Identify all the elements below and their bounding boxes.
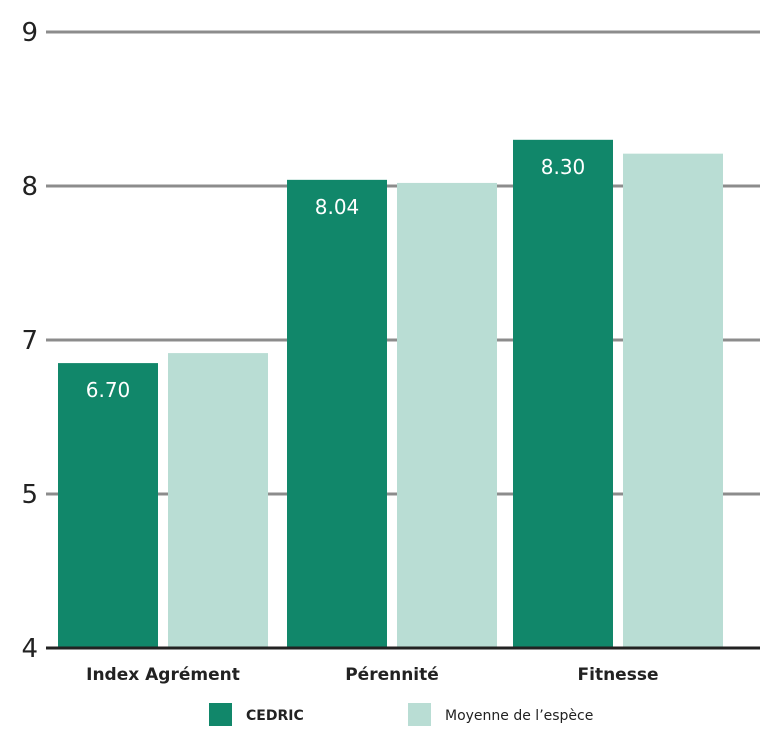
legend-label: Moyenne de l’espèce <box>445 708 593 724</box>
bar <box>287 179 387 648</box>
labels: 6.70 Index Agrément 8.04 Pérennité 8.30 Fitne… <box>86 155 659 685</box>
bar <box>58 363 158 648</box>
y-tick-label: 4 <box>21 634 38 664</box>
legend-swatch <box>209 703 232 726</box>
bars <box>58 139 723 649</box>
y-tick-label: 7 <box>21 326 38 356</box>
bar <box>623 153 723 648</box>
legend-label: CEDRIC <box>246 708 304 724</box>
bar <box>397 182 497 649</box>
x-tick-label: Fitnesse <box>578 665 659 685</box>
y-tick-label: 5 <box>21 480 38 510</box>
data-label: 6.70 <box>86 378 131 402</box>
y-tick-label: 8 <box>21 172 38 202</box>
x-tick-label: Index Agrément <box>86 665 240 685</box>
bar <box>168 353 268 648</box>
axes: 4 5 7 8 9 <box>21 18 760 664</box>
y-tick-label: 9 <box>21 18 38 48</box>
bar <box>513 139 613 649</box>
data-label: 8.30 <box>541 155 586 179</box>
data-label: 8.04 <box>315 195 360 219</box>
legend: CEDRIC Moyenne de l’espèce <box>209 703 593 726</box>
x-tick-label: Pérennité <box>345 665 439 685</box>
legend-swatch <box>408 703 431 726</box>
